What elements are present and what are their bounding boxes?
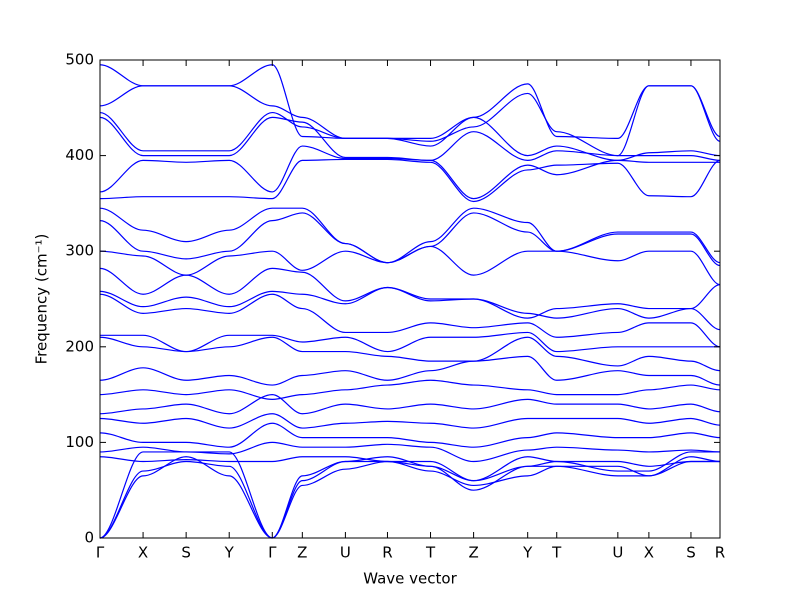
band-line xyxy=(99,413,721,429)
x-tick-label: Y xyxy=(522,544,533,562)
x-tick-label: T xyxy=(425,544,436,562)
x-tick-label: X xyxy=(644,544,654,562)
band-line xyxy=(99,456,720,482)
x-tick-label: Γ xyxy=(268,544,277,562)
y-tick-label: 0 xyxy=(84,529,94,547)
band-line xyxy=(100,331,720,353)
x-tick-label: R xyxy=(715,544,725,562)
band-line xyxy=(99,245,721,286)
y-tick-label: 300 xyxy=(65,242,94,260)
band-line xyxy=(99,336,721,372)
plot-area xyxy=(99,64,721,539)
band-line xyxy=(99,85,721,157)
band-line xyxy=(99,355,721,386)
band-line xyxy=(99,145,720,200)
band-line xyxy=(99,267,721,319)
x-tick-label: R xyxy=(382,544,392,562)
y-tick-label: 200 xyxy=(65,337,94,355)
y-tick-label: 100 xyxy=(65,433,94,451)
y-axis-label: Frequency (cm⁻¹) xyxy=(33,234,51,365)
band-line xyxy=(99,111,721,161)
x-tick-label: U xyxy=(612,544,623,562)
y-tick-label: 500 xyxy=(65,51,94,69)
band-line xyxy=(99,441,721,463)
x-tick-label: Z xyxy=(468,544,478,562)
band-line xyxy=(99,158,721,203)
x-tick-label: Y xyxy=(224,544,235,562)
x-tick-label: Γ xyxy=(96,544,105,562)
x-axis-label: Wave vector xyxy=(363,570,457,588)
x-tick-label: U xyxy=(340,544,351,562)
band-line xyxy=(99,451,720,539)
x-tick-label: S xyxy=(181,544,191,562)
axes-frame xyxy=(99,59,721,539)
band-line xyxy=(99,293,721,348)
x-tick-label: T xyxy=(551,544,562,562)
band-line xyxy=(99,207,721,264)
x-tick-label: Z xyxy=(297,544,307,562)
y-tick-label: 400 xyxy=(65,146,94,164)
x-tick-label: S xyxy=(686,544,696,562)
band-line xyxy=(99,393,721,415)
band-line xyxy=(99,422,721,448)
band-line xyxy=(99,116,721,161)
band-line xyxy=(99,286,721,331)
band-line xyxy=(99,379,721,400)
band-line xyxy=(99,460,720,539)
x-tick-label: X xyxy=(138,544,148,562)
